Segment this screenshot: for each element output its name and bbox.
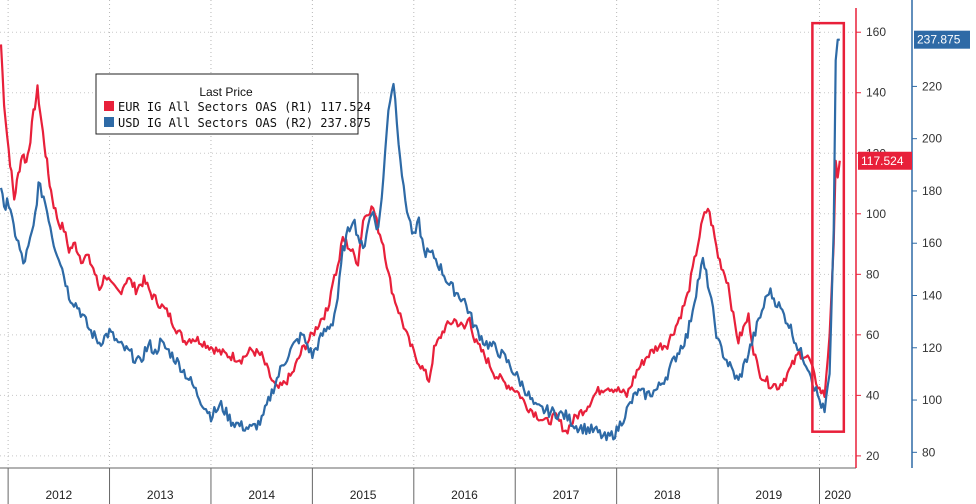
r1-tick-label: 80 (866, 267, 880, 281)
last-value-tag-r1 (858, 151, 912, 170)
legend-label-usd: USD IG All Sectors OAS (R2) 237.875 (118, 116, 371, 130)
r1-tick-label: 20 (866, 449, 880, 463)
r1-tick-label: 160 (866, 25, 886, 39)
r2-tick-label: 180 (922, 184, 942, 198)
legend-box (95, 73, 359, 135)
last-value-tag-r2 (914, 30, 970, 49)
r2-tick-label: 80 (922, 445, 936, 459)
axes (0, 0, 913, 469)
legend-swatch-eur (104, 101, 114, 111)
r1-tick-label: 140 (866, 86, 886, 100)
r2-ticks: 80 100 120 140 160 180 200 220 (912, 79, 942, 459)
x-tick-label: 2012 (45, 488, 72, 502)
legend-label-eur: EUR IG All Sectors OAS (R1) 117.524 (118, 100, 371, 114)
r2-tick-label: 120 (922, 341, 942, 355)
series-line-usd (0, 38, 840, 442)
legend-swatch-usd (104, 117, 114, 127)
x-tick-label: 2020 (824, 488, 851, 502)
r1-tick-label: 100 (866, 207, 886, 221)
series-line-eur (0, 44, 841, 435)
last-value-text-r2: 237.875 (917, 33, 961, 47)
r1-ticks: 20406080100120140160 (856, 25, 886, 463)
legend-title: Last Price (199, 85, 253, 99)
r1-tick-label: 40 (866, 388, 880, 402)
r2-tick-label: 220 (922, 79, 942, 93)
r2-tick-label: 160 (922, 236, 942, 250)
last-value-text-r1: 117.524 (861, 154, 904, 168)
r1-tick-label: 60 (866, 328, 880, 342)
highlight-box (811, 21, 846, 433)
legend: Last Price EUR IG All Sectors OAS (R1) 1… (95, 73, 371, 135)
last-value-tags: 117.524 237.875 (858, 30, 970, 170)
grid-lines (0, 0, 856, 504)
x-tick-label: 2017 (553, 488, 580, 502)
r2-tick-label: 200 (922, 132, 942, 146)
series-layer (0, 38, 841, 442)
r2-tick-label: 140 (922, 289, 942, 303)
x-tick-label: 2014 (248, 488, 275, 502)
x-tick-label: 2015 (350, 488, 377, 502)
x-ticks: 2012 2013 2014 2015 2016 2017 2018 2019 2020 (45, 488, 851, 502)
r2-tick-label: 100 (922, 393, 942, 407)
x-tick-label: 2019 (755, 488, 782, 502)
x-tick-label: 2016 (451, 488, 478, 502)
x-tick-label: 2013 (147, 488, 174, 502)
x-tick-label: 2018 (654, 488, 681, 502)
